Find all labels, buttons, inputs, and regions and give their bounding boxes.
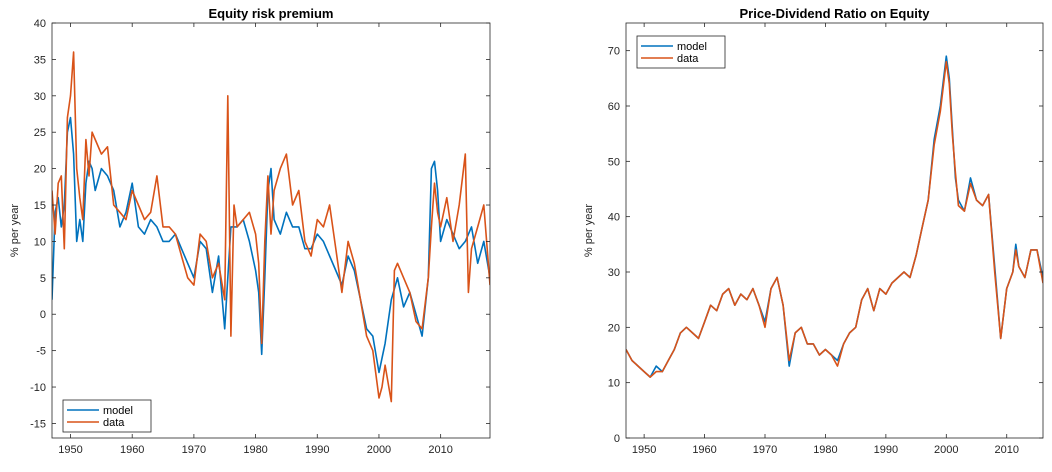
plot-frame <box>51 22 491 439</box>
y-tick-label: 20 <box>34 164 46 176</box>
y-axis-label: % per year <box>9 204 21 258</box>
x-tick-label: 1960 <box>692 444 716 456</box>
x-tick-label: 1980 <box>813 444 837 456</box>
x-tick-label: 1980 <box>243 444 267 456</box>
y-axis-label: % per year <box>583 204 595 258</box>
y-tick-label: 50 <box>608 156 620 168</box>
legend-label-model: model <box>103 405 133 417</box>
series-line-data <box>626 60 1043 378</box>
legend-box <box>636 35 726 69</box>
x-tick-label: 1950 <box>58 444 82 456</box>
y-tick-label: 30 <box>34 91 46 103</box>
y-tick-label: 25 <box>34 127 46 139</box>
x-tick-label: 1990 <box>305 444 329 456</box>
y-tick-label: 5 <box>40 273 46 285</box>
chart-panel-2: Price-Dividend Ratio on Equity % per year… <box>583 6 1044 456</box>
y-tick-label: 10 <box>608 378 620 390</box>
chart-title: Equity risk premium <box>209 6 334 21</box>
y-tick-label: 0 <box>614 433 620 445</box>
chart-title: Price-Dividend Ratio on Equity <box>740 6 931 21</box>
series-line-data <box>52 51 490 403</box>
x-tick-label: 2000 <box>934 444 958 456</box>
x-tick-label: 2010 <box>994 444 1018 456</box>
y-tick-label: 70 <box>608 46 620 58</box>
legend-label-model: model <box>677 41 707 53</box>
y-tick-label: 60 <box>608 101 620 113</box>
legend-box <box>62 399 152 433</box>
legend-label-data: data <box>677 53 699 65</box>
x-tick-label: 1950 <box>632 444 656 456</box>
y-tick-label: -15 <box>30 418 46 430</box>
x-tick-label: 1990 <box>874 444 898 456</box>
x-tick-label: 2000 <box>367 444 391 456</box>
y-tick-label: 10 <box>34 236 46 248</box>
series-line-model <box>52 116 490 374</box>
x-tick-label: 1960 <box>120 444 144 456</box>
y-tick-label: 30 <box>608 267 620 279</box>
y-tick-label: 35 <box>34 54 46 66</box>
y-tick-label: 0 <box>40 309 46 321</box>
x-tick-label: 1970 <box>753 444 777 456</box>
x-tick-label: 1970 <box>182 444 206 456</box>
y-tick-label: -10 <box>30 382 46 394</box>
x-tick-label: 2010 <box>428 444 452 456</box>
plot-frame <box>625 22 1044 439</box>
y-tick-label: 40 <box>608 212 620 224</box>
chart-panel-1: Equity risk premium % per year 1950 1960 197… <box>9 6 491 456</box>
y-tick-label: 20 <box>608 322 620 334</box>
y-tick-label: 15 <box>34 200 46 212</box>
legend-label-data: data <box>103 417 125 429</box>
y-tick-label: -5 <box>36 346 46 358</box>
y-tick-label: 40 <box>34 18 46 30</box>
